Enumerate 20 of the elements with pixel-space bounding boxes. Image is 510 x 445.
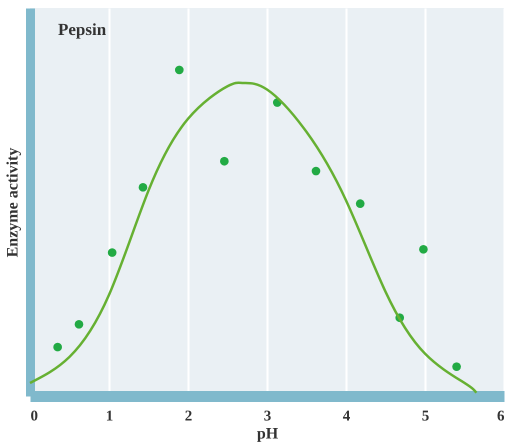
x-tick-label: 4 <box>342 408 351 424</box>
x-tick-label: 1 <box>106 408 114 424</box>
point <box>312 166 320 176</box>
point <box>356 199 365 208</box>
point <box>138 183 148 192</box>
x-tick-label: 6 <box>497 408 505 424</box>
point <box>419 244 428 254</box>
point <box>452 362 461 371</box>
y-axis-title: Enzyme activity <box>4 148 22 258</box>
x-tick-label: 0 <box>30 408 38 424</box>
point <box>220 156 229 166</box>
text: Pepsin <box>58 20 107 39</box>
x-tick-label: 5 <box>422 408 430 424</box>
point <box>53 342 62 352</box>
point <box>174 66 184 74</box>
point <box>74 320 84 329</box>
x-tick-label: 3 <box>264 408 272 424</box>
x-tick-label: 2 <box>184 408 192 424</box>
x-axis-title: pH <box>256 426 279 442</box>
point <box>108 248 116 257</box>
